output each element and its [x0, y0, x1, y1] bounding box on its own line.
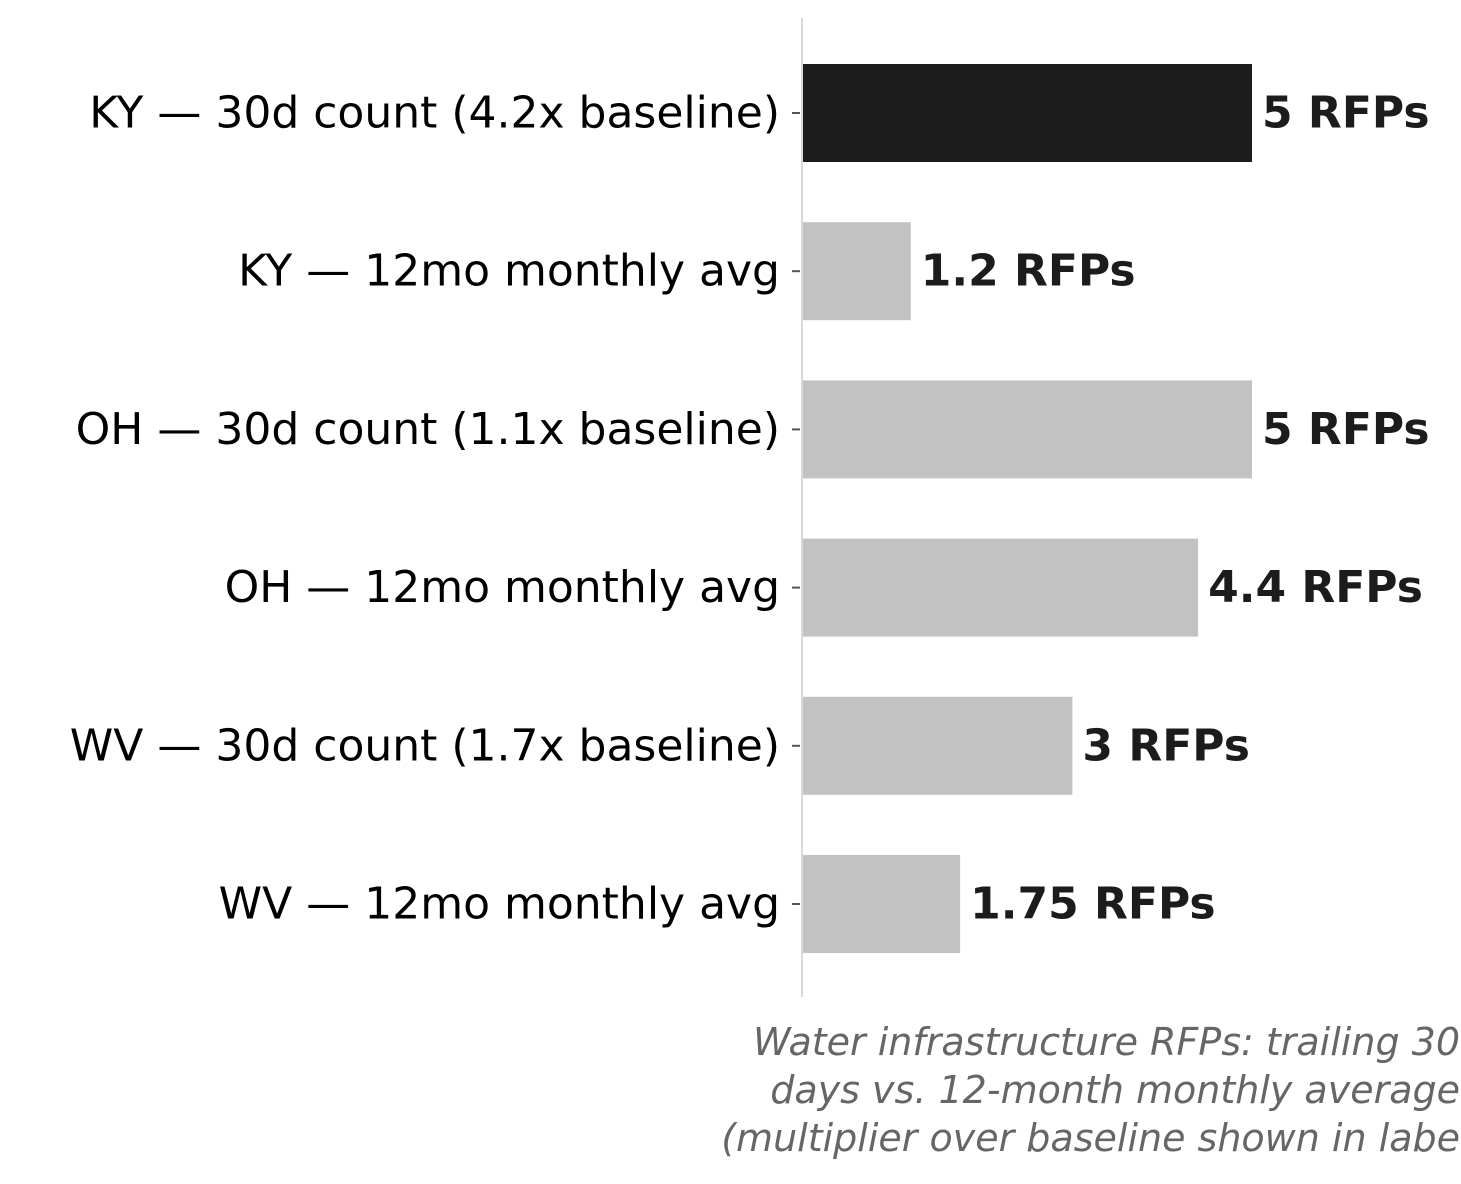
bar-value-label: 3 RFPs: [1082, 720, 1250, 771]
y-tick-label: KY — 30d count (4.2x baseline): [89, 88, 780, 139]
bar-chart-svg: KY — 30d count (4.2x baseline) 5 RFPs KY —…: [70, 18, 1430, 997]
bar-value-label: 1.2 RFPs: [921, 246, 1136, 297]
bar: [803, 64, 1252, 162]
bars-group: KY — 30d count (4.2x baseline) 5 RFPs KY —…: [70, 64, 1430, 953]
bar: [803, 696, 1073, 795]
y-tick-label: KY — 12mo monthly avg: [238, 246, 780, 297]
y-tick-label: WV — 30d count (1.7x baseline): [70, 720, 780, 771]
y-tick-label: OH — 30d count (1.1x baseline): [76, 404, 780, 455]
bar: [803, 380, 1252, 479]
bar-value-label: 4.4 RFPs: [1208, 562, 1423, 613]
bar: [803, 855, 961, 953]
bar-value-label: 1.75 RFPs: [970, 879, 1215, 930]
bar-value-label: 5 RFPs: [1262, 88, 1430, 139]
bar: [803, 538, 1199, 637]
y-tick-label: WV — 12mo monthly avg: [219, 879, 780, 930]
chart-caption: Water infrastructure RFPs: trailing 30 d…: [721, 1020, 1460, 1160]
bar: [803, 222, 911, 321]
bar-value-label: 5 RFPs: [1262, 404, 1430, 455]
y-tick-label: OH — 12mo monthly avg: [225, 562, 780, 613]
